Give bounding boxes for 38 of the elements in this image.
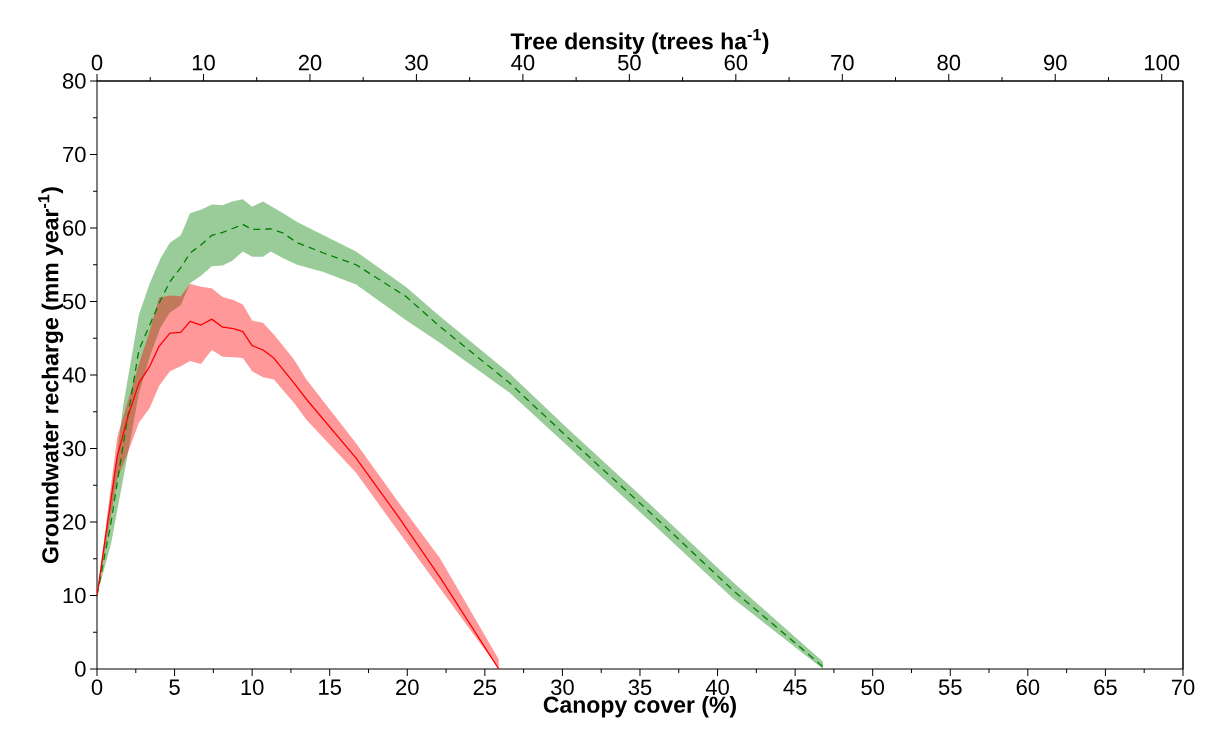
x-tick-label: 20: [396, 679, 419, 696]
y-tick-label: 10: [63, 587, 86, 604]
x2-tick-label: 0: [91, 54, 103, 71]
x2-tick-label: 80: [937, 54, 961, 71]
x2-tick-label: 20: [298, 54, 322, 71]
x2-tick-label: 70: [831, 54, 854, 71]
x-tick-label: 55: [938, 679, 962, 695]
x-tick-label: 65: [1094, 679, 1117, 696]
y-tick-label: 30: [62, 440, 86, 457]
x2-tick-label: 60: [724, 54, 748, 71]
y-tick-label: 40: [62, 367, 86, 383]
x-tick-label: 35: [628, 679, 652, 696]
x2-tick-label: 10: [192, 54, 215, 71]
y-tick-label: 60: [63, 220, 86, 236]
x-tick-label: 25: [473, 679, 497, 696]
x-tick-label: 45: [783, 679, 807, 695]
y-tick-label: 70: [63, 146, 86, 163]
y-tick-label: 80: [62, 73, 86, 89]
x-tick-label: 50: [861, 679, 885, 696]
x-tick-label: 15: [319, 679, 342, 695]
x-tick-label: 60: [1016, 679, 1040, 696]
y-tick-label: 20: [63, 514, 86, 530]
x2-tick-label: 50: [618, 54, 641, 71]
x-tick-label: 10: [241, 679, 264, 696]
x-tick-label: 5: [169, 679, 180, 695]
y-tick-label: 50: [62, 293, 86, 310]
x-tick-label: 30: [551, 679, 574, 696]
x-tick-label: 0: [91, 679, 103, 696]
x-axis-title: Canopy cover (%): [543, 695, 736, 718]
x2-tick-label: 90: [1044, 54, 1067, 71]
y-tick-label: 0: [75, 661, 86, 677]
x2-axis-title: Tree density (trees ha$^{-1}$): [510, 29, 769, 55]
x-tick-label: 70: [1171, 679, 1195, 696]
x2-tick-label: 40: [511, 54, 535, 71]
x2-tick-label: 30: [405, 54, 428, 71]
x2-tick-label: 100: [1145, 54, 1180, 71]
x-tick-label: 40: [705, 679, 729, 696]
y-axis-title: Groundwater recharge (mm year$^{-1}$): [38, 187, 64, 563]
